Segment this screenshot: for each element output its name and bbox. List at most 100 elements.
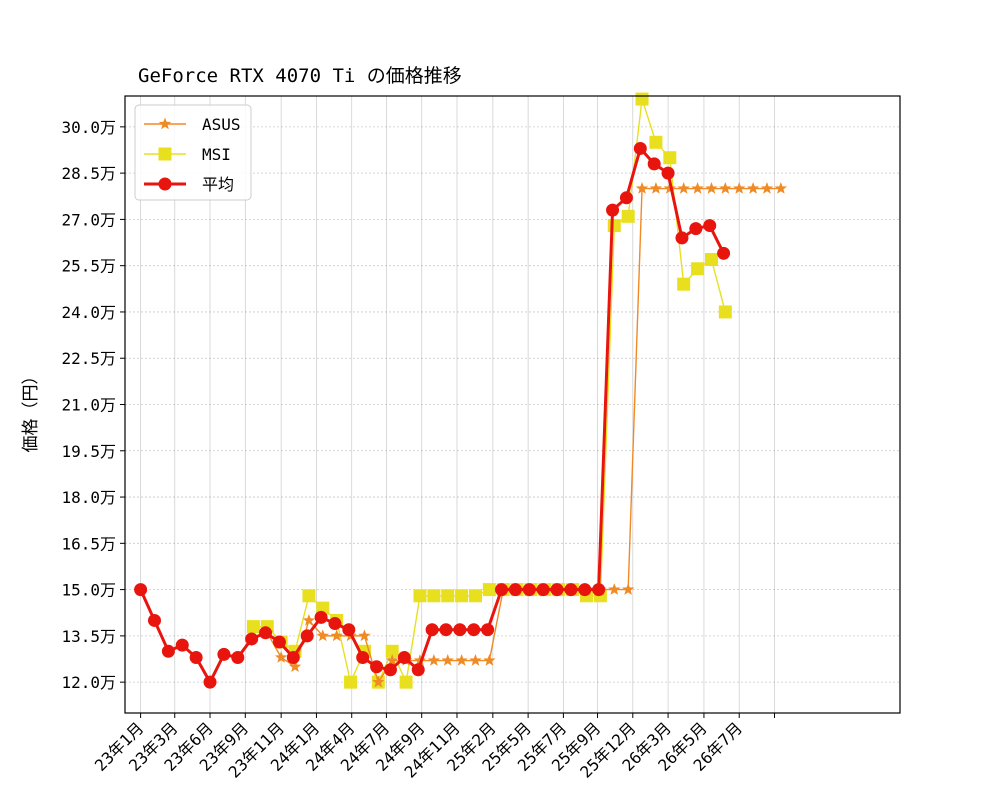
- data-point: [564, 583, 578, 597]
- data-point: [550, 583, 564, 597]
- data-point: [608, 583, 621, 595]
- data-point: [134, 583, 148, 597]
- data-point: [717, 246, 731, 260]
- legend-item: ASUS: [144, 115, 241, 134]
- data-point: [439, 623, 453, 637]
- y-tick-label: 15.0万: [61, 581, 116, 600]
- series-layer: [134, 92, 788, 689]
- data-point: [522, 583, 536, 597]
- legend-label: MSI: [202, 145, 231, 164]
- data-point: [344, 675, 358, 689]
- data-point: [705, 182, 718, 194]
- data-point: [330, 629, 343, 642]
- data-point: [661, 166, 675, 180]
- data-point: [356, 650, 370, 664]
- y-tick-label: 30.0万: [61, 118, 116, 137]
- data-point: [621, 209, 635, 223]
- data-point: [508, 583, 522, 597]
- series-2: [134, 141, 731, 689]
- data-point: [399, 675, 413, 689]
- data-point: [719, 182, 732, 194]
- y-tick-label: 22.5万: [61, 349, 116, 368]
- legend-item: MSI: [144, 145, 231, 164]
- y-tick-label: 28.5万: [61, 164, 116, 183]
- data-point: [358, 629, 371, 642]
- data-point: [689, 222, 703, 236]
- data-point: [691, 182, 704, 194]
- y-tick-label: 24.0万: [61, 303, 116, 322]
- y-tick-label: 19.5万: [61, 442, 116, 461]
- data-point: [217, 647, 231, 661]
- data-point: [286, 650, 300, 664]
- data-point: [495, 583, 509, 597]
- data-point: [483, 654, 496, 666]
- data-point: [175, 638, 189, 652]
- data-point: [675, 231, 689, 245]
- data-point: [649, 182, 663, 194]
- data-point: [385, 644, 399, 658]
- data-point: [316, 629, 329, 642]
- legend-item: 平均: [144, 175, 234, 194]
- data-point: [328, 617, 342, 631]
- data-point: [259, 626, 273, 640]
- data-point: [677, 277, 691, 291]
- data-point: [342, 623, 356, 637]
- chart-title: GeForce RTX 4070 Ti の価格推移: [138, 65, 462, 87]
- data-point: [677, 182, 690, 194]
- legend: ASUS MSI 平均: [134, 104, 252, 201]
- data-point: [427, 654, 441, 666]
- data-point: [147, 613, 161, 627]
- data-point: [288, 660, 302, 672]
- data-point: [272, 635, 286, 649]
- data-point: [635, 92, 649, 106]
- data-point: [455, 589, 469, 603]
- data-point: [647, 157, 661, 171]
- y-tick-label: 21.0万: [61, 396, 116, 415]
- data-point: [441, 654, 454, 666]
- data-point: [441, 589, 455, 603]
- data-point: [203, 675, 217, 689]
- data-point: [397, 650, 411, 664]
- data-point: [231, 650, 245, 664]
- data-point: [468, 589, 482, 603]
- y-tick-label: 18.0万: [61, 488, 116, 507]
- y-tick-label: 25.5万: [61, 257, 116, 276]
- data-point: [453, 623, 467, 637]
- data-point: [578, 583, 592, 597]
- data-point: [482, 583, 496, 597]
- data-point: [413, 589, 427, 603]
- legend-marker: [158, 177, 172, 191]
- data-point: [606, 203, 620, 217]
- data-point: [246, 620, 260, 634]
- series-1: [246, 92, 732, 689]
- data-point: [621, 583, 635, 595]
- data-point: [425, 623, 439, 637]
- data-point: [455, 654, 468, 666]
- data-point: [413, 654, 427, 666]
- data-point: [314, 610, 328, 624]
- data-point: [386, 654, 399, 666]
- data-point: [718, 305, 732, 319]
- data-point: [691, 262, 705, 276]
- data-point: [663, 151, 677, 165]
- data-point: [467, 623, 481, 637]
- legend-box: [134, 104, 252, 201]
- data-point: [774, 182, 788, 194]
- data-point: [302, 613, 316, 626]
- data-point: [372, 675, 385, 688]
- data-point: [302, 589, 316, 603]
- y-tick-label: 13.5万: [61, 627, 116, 646]
- data-point: [161, 644, 175, 658]
- data-point: [703, 219, 717, 233]
- data-point: [383, 663, 397, 677]
- data-point: [245, 632, 259, 646]
- data-point: [704, 253, 718, 267]
- data-point: [649, 135, 663, 149]
- data-point: [370, 660, 384, 674]
- y-tick-label: 16.5万: [61, 534, 116, 553]
- data-point: [635, 182, 649, 194]
- legend-marker: [158, 117, 172, 130]
- legend-label: 平均: [202, 175, 234, 194]
- data-point: [733, 182, 746, 194]
